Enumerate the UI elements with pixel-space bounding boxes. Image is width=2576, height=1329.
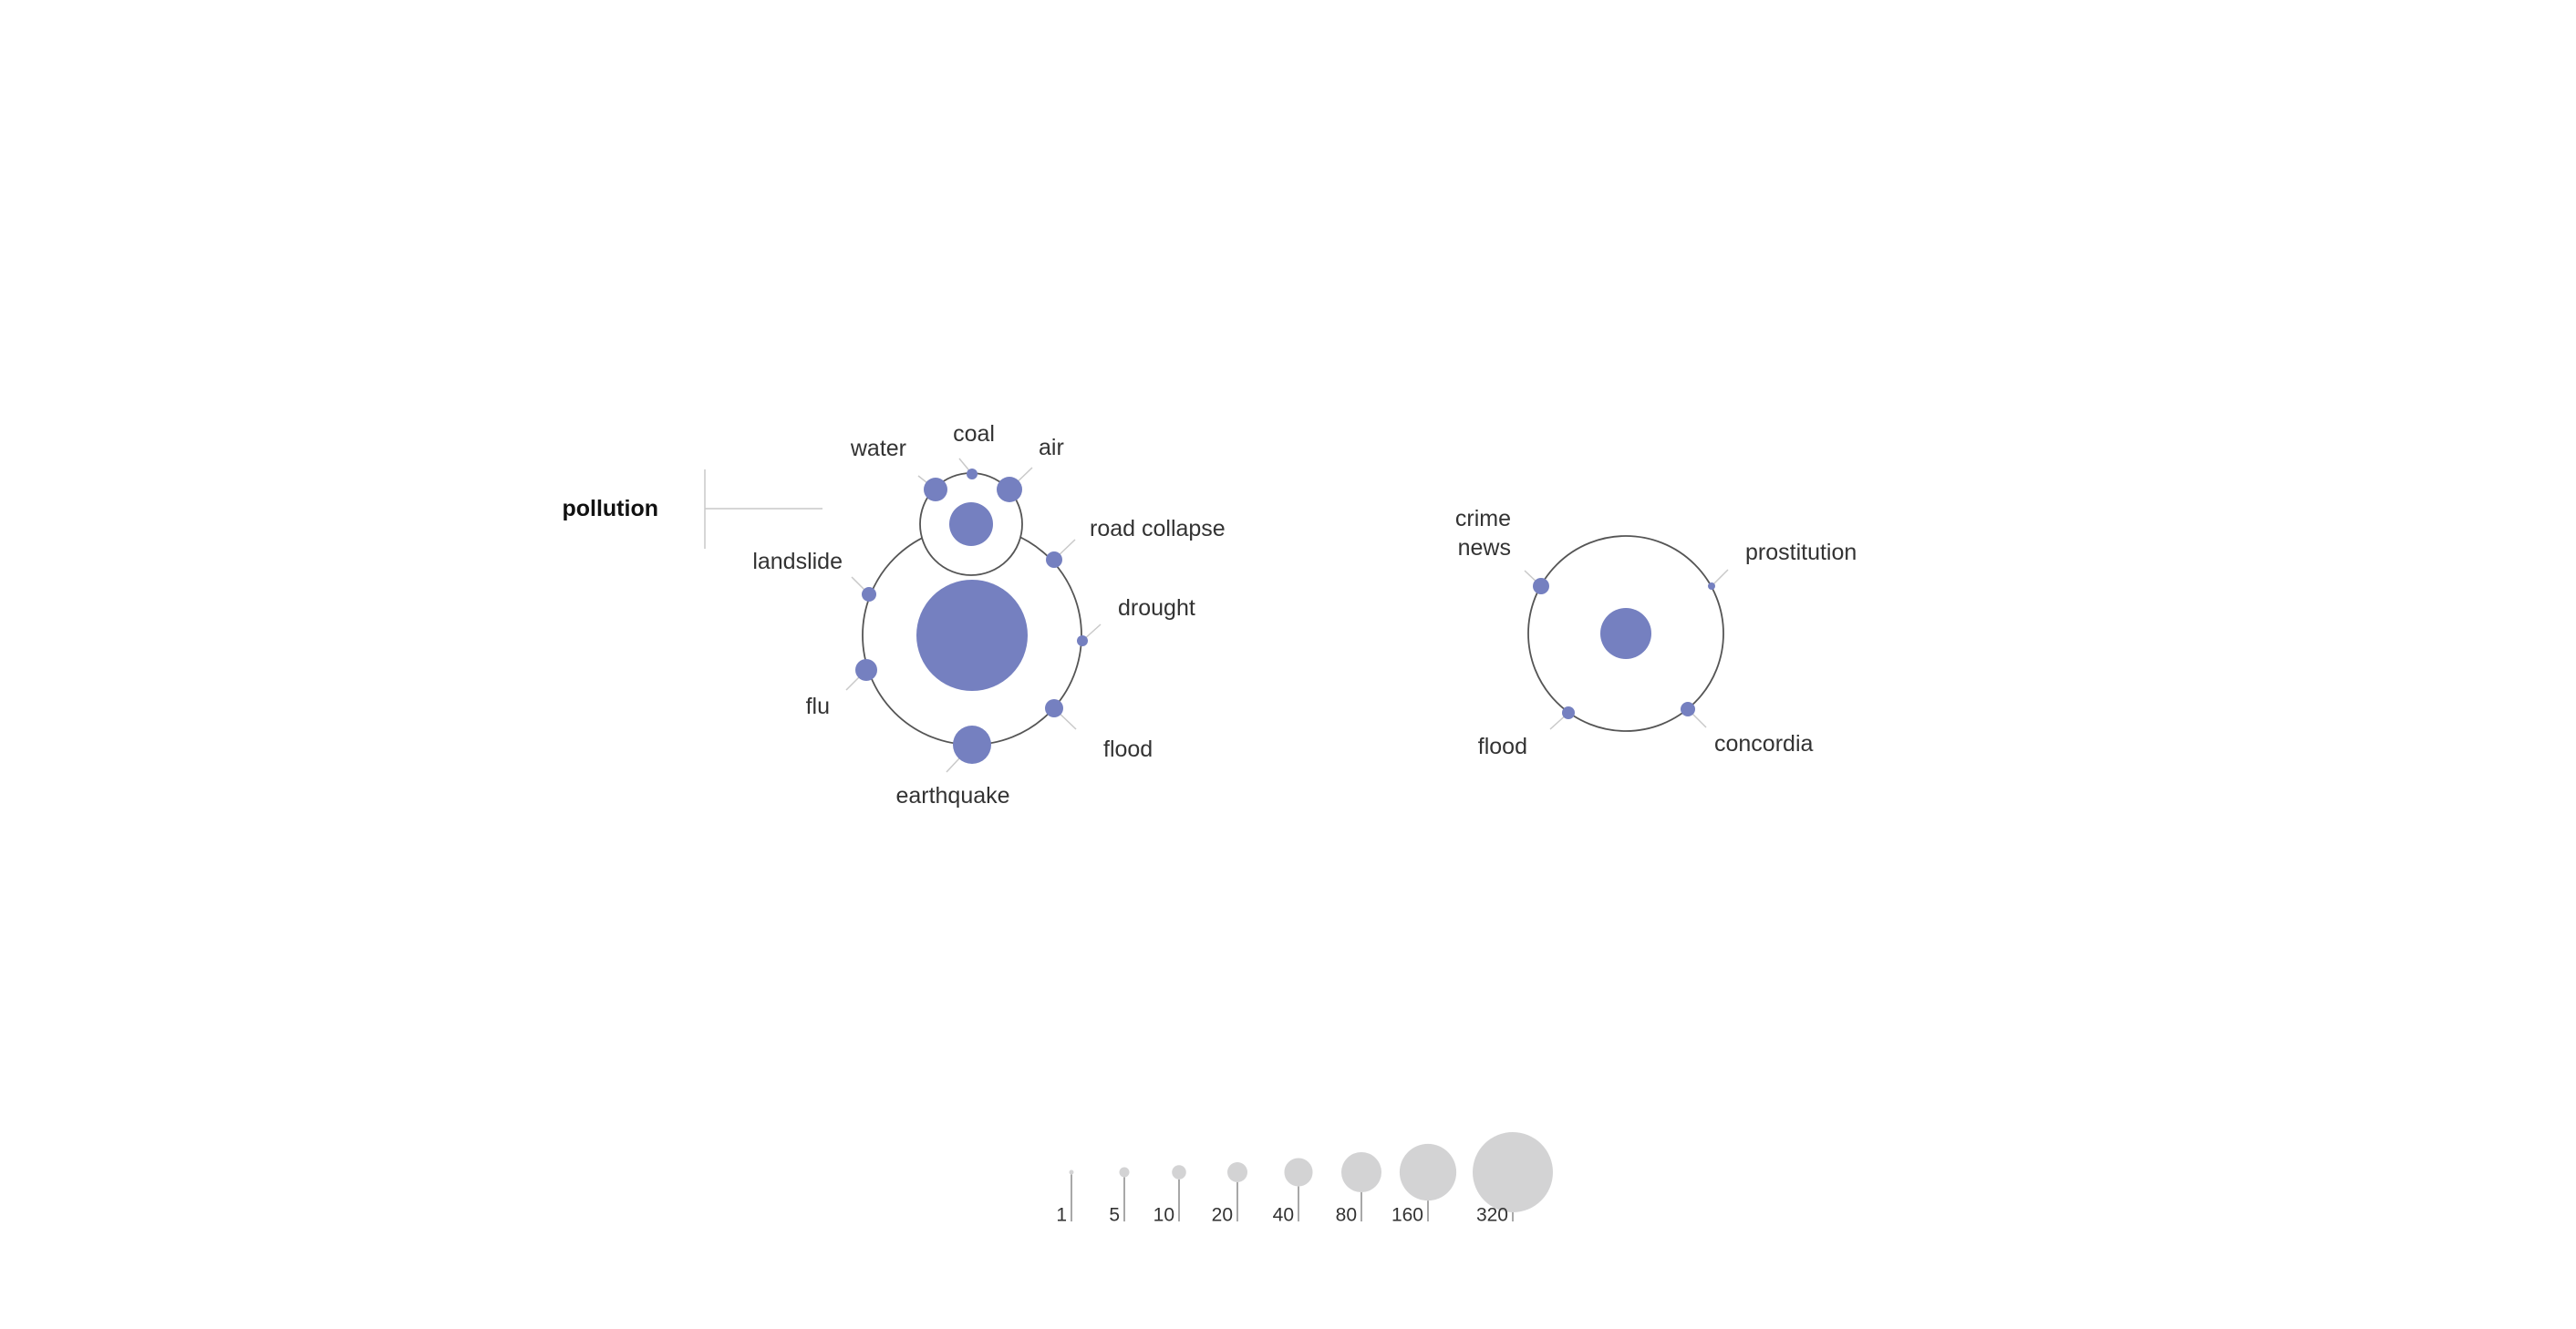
label-drought: drought [1118,595,1195,621]
label-road-collapse: road collapse [1090,516,1226,541]
label-landslide: landslide [752,549,843,574]
legend-item-20: 20 [1212,1162,1247,1226]
node-flu [855,659,877,681]
node-drought [1077,635,1088,646]
legend-value: 320 [1476,1205,1508,1226]
legend-circle [1119,1167,1130,1178]
node-landslide [862,587,876,602]
leader-line [1711,569,1729,587]
size-legend: 1 5 10 20 40 80 160 320 [1056,1132,1553,1226]
legend-circle [1473,1132,1553,1212]
node-earthquake [953,726,991,764]
section-label: pollution [562,496,658,521]
cluster-left: water coal air road collapse drought flood ear… [752,421,1225,809]
legend-circle [1284,1158,1313,1187]
label-flu: flu [806,694,830,719]
legend-item-40: 40 [1273,1158,1313,1226]
legend-circle [1341,1152,1381,1192]
cluster-center-node [1600,608,1651,659]
label-prostitution: prostitution [1745,540,1857,565]
legend-item-80: 80 [1336,1152,1381,1226]
node-concordia [1681,702,1695,716]
legend-item-10: 10 [1154,1165,1186,1226]
legend-circle [1227,1162,1247,1182]
label-earthquake: earthquake [895,783,1009,809]
label-flood: flood [1478,734,1527,759]
cluster-ring [1527,535,1724,732]
legend-value: 40 [1273,1205,1294,1226]
legend-value: 80 [1336,1205,1357,1226]
legend-value: 10 [1154,1205,1174,1226]
cluster-center-node [916,580,1028,691]
label-flood: flood [1103,737,1153,762]
label-air: air [1039,435,1064,460]
node-air [997,477,1022,502]
subgroup-pollution: water coal air [850,421,1064,576]
node-water [924,478,947,501]
legend-value: 160 [1391,1205,1423,1226]
legend-circle [1399,1143,1457,1201]
node-flood [1562,706,1575,719]
label-crime-news-line-2: news [1458,535,1511,561]
legend-item-5: 5 [1109,1167,1130,1226]
label-coal: coal [953,421,995,447]
label-crime-news-line-1: crime [1455,506,1511,531]
cluster-right: crime news prostitution concordia flood [1455,506,1857,759]
node-prostitution [1708,582,1715,590]
legend-item-160: 160 [1391,1143,1457,1226]
legend-value: 1 [1056,1205,1067,1226]
legend-value: 20 [1212,1205,1233,1226]
label-water: water [850,436,906,461]
legend-circle [1069,1169,1074,1175]
legend-circle [1172,1165,1186,1180]
section-pollution: pollution [562,469,822,549]
legend-value: 5 [1109,1205,1120,1226]
subgroup-center-node [949,502,993,546]
label-concordia: concordia [1714,731,1813,757]
node-coal [967,469,978,479]
node-road-collapse [1046,551,1062,568]
node-crime-news [1533,578,1549,594]
node-flood [1045,699,1063,717]
legend-item-320: 320 [1473,1132,1553,1226]
legend-item-1: 1 [1056,1169,1074,1226]
